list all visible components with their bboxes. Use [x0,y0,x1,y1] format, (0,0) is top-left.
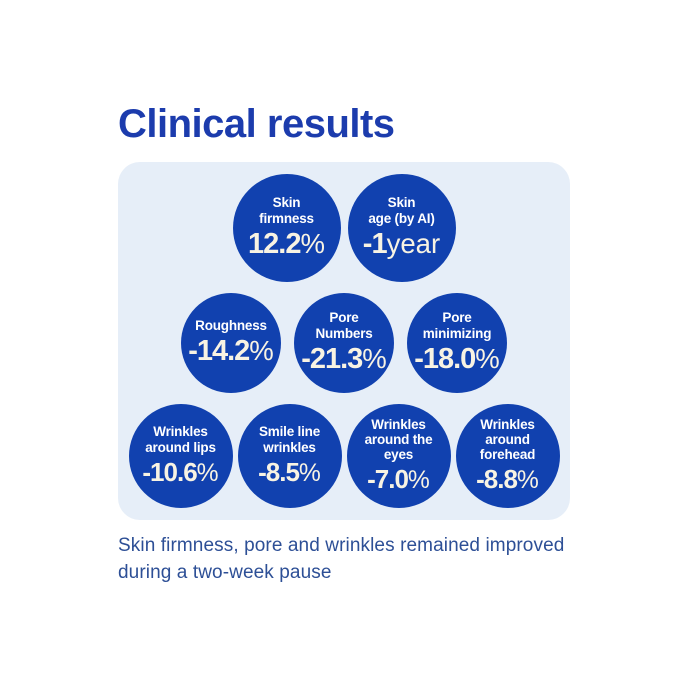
stat-label: Smile line wrinkles [258,424,321,455]
stat-circle-roughness: Roughness -14.2% [181,293,281,393]
stat-circle-wrinkles-eyes: Wrinkles around the eyes -7.0% [346,404,451,508]
stat-circle-pore-numbers: Pore Numbers -21.3% [294,293,394,393]
stat-unit: year [386,227,441,259]
stat-value: -14.2% [188,335,274,368]
stat-value: -7.0% [367,464,430,495]
stat-circle-smile-line: Smile line wrinkles -8.5% [237,404,342,508]
stat-circle-skin-age: Skin age (by AI) -1year [347,174,456,282]
stat-unit: % [407,467,430,495]
circle-row-1: Skin firmness 12.2% Skin age (by AI) -1y… [232,174,456,282]
stat-value: -8.5% [258,457,321,488]
stat-value: -1year [363,228,440,261]
circle-row-3: Wrinkles around lips -10.6% Smile line w… [128,404,560,508]
stat-unit: % [300,227,325,259]
stat-label: Skin firmness [259,195,314,226]
stat-circle-pore-minimizing: Pore minimizing -18.0% [407,293,507,393]
stat-circle-wrinkles-forehead: Wrinkles around forehead -8.8% [455,404,560,508]
stat-label: Pore minimizing [422,310,492,341]
stat-number: -1 [362,227,388,260]
stat-label: Roughness [195,317,267,333]
stat-value: -21.3% [301,343,387,376]
stat-label: Wrinkles around lips [145,424,216,455]
stat-label: Wrinkles around the eyes [364,416,433,463]
stat-number: -21.3 [301,342,363,375]
page-title: Clinical results [118,102,395,146]
stat-circle-skin-firmness: Skin firmness 12.2% [232,174,341,282]
stat-number: -8.8 [476,464,518,495]
stat-unit: % [516,467,539,495]
stat-label: Skin age (by AI) [368,195,435,226]
results-panel: Skin firmness 12.2% Skin age (by AI) -1y… [118,162,570,520]
stat-circle-wrinkles-lips: Wrinkles around lips -10.6% [128,404,233,508]
stat-number: -18.0 [414,342,476,375]
footer-note: Skin firmness, pore and wrinkles remaine… [118,535,565,583]
stat-value: 12.2% [248,228,325,261]
stat-value: -18.0% [414,343,500,376]
stat-unit: % [249,335,274,367]
stat-number: -8.5 [258,456,300,487]
stat-unit: % [196,459,219,487]
stat-number: -14.2 [188,335,250,368]
stat-unit: % [362,342,387,374]
stat-value: -10.6% [142,457,218,488]
circle-row-2: Roughness -14.2% Pore Numbers -21.3% Por… [181,293,507,393]
stat-unit: % [298,459,321,487]
stat-label: Pore Numbers [315,310,373,341]
stat-number: -7.0 [367,464,409,495]
stat-unit: % [475,342,500,374]
stat-number: -10.6 [142,456,197,487]
infographic: Clinical results Skin firmness 12.2% Ski… [118,102,570,586]
stat-number: 12.2 [248,227,301,260]
stat-label: Wrinkles around forehead [479,416,536,463]
stat-value: -8.8% [476,464,539,495]
